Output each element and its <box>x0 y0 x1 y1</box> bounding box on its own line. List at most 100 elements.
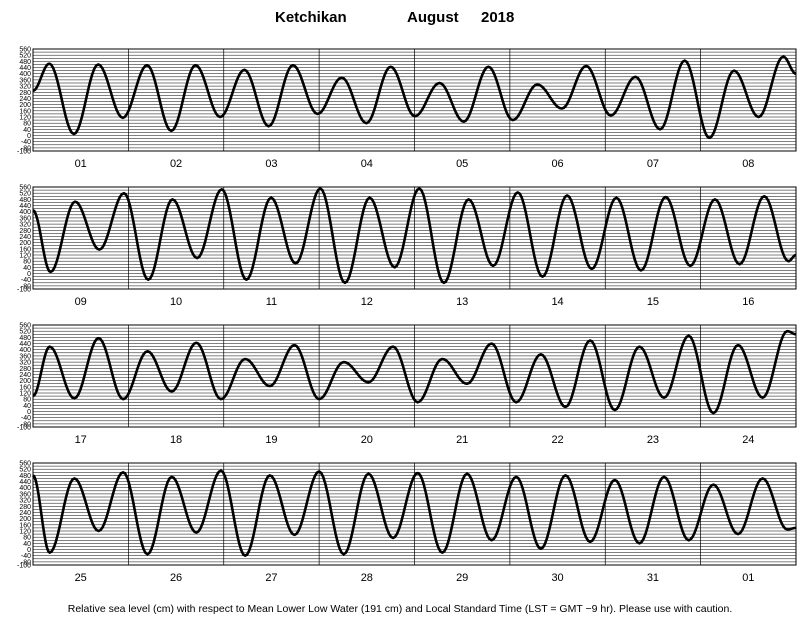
tide-panel: 5605204804404003603202802402001601208040… <box>17 461 797 584</box>
y-tick-label: -100 <box>17 149 31 156</box>
day-label: 01 <box>742 572 754 584</box>
chart-title-month: August <box>407 9 459 26</box>
y-tick-label: 160 <box>19 384 31 391</box>
day-label: 20 <box>361 434 373 446</box>
y-tick-label: 160 <box>19 246 31 253</box>
y-tick-label: 240 <box>19 510 31 517</box>
day-label: 11 <box>266 296 277 308</box>
day-label: 25 <box>75 572 87 584</box>
y-tick-label: 120 <box>19 529 31 536</box>
day-label: 02 <box>170 158 182 170</box>
chart-title-station: Ketchikan <box>275 9 347 26</box>
y-tick-label: 240 <box>19 372 31 379</box>
chart-title-year: 2018 <box>481 9 514 26</box>
day-label: 23 <box>647 434 659 446</box>
tide-panel: 5605204804404003603202802402001601208040… <box>17 323 797 446</box>
y-tick-label: 560 <box>19 185 31 192</box>
day-label: 08 <box>742 158 754 170</box>
y-tick-label: 200 <box>19 516 31 523</box>
day-label: 07 <box>647 158 659 170</box>
y-tick-label: 480 <box>19 473 31 480</box>
day-label: 06 <box>551 158 563 170</box>
day-label: 10 <box>170 296 182 308</box>
y-tick-label: 0 <box>27 547 31 554</box>
day-label: 01 <box>75 158 87 170</box>
panel-frame <box>32 48 797 152</box>
y-tick-label: -40 <box>21 277 31 284</box>
y-tick-label: -40 <box>21 415 31 422</box>
y-tick-label: 400 <box>19 71 31 78</box>
panel-frame <box>32 324 797 428</box>
y-tick-label: 40 <box>23 265 31 272</box>
y-tick-label: 320 <box>19 84 31 91</box>
tide-curve <box>32 55 797 140</box>
y-tick-label: 120 <box>19 115 31 122</box>
y-tick-label: 240 <box>19 96 31 103</box>
y-tick-label: 80 <box>23 535 31 542</box>
y-tick-label: 360 <box>19 77 31 84</box>
day-label: 17 <box>75 434 87 446</box>
y-tick-label: 0 <box>27 409 31 416</box>
day-label: 30 <box>551 572 563 584</box>
day-label: 14 <box>551 296 563 308</box>
y-tick-label: 280 <box>19 504 31 511</box>
y-tick-label: 400 <box>19 209 31 216</box>
y-tick-label: 200 <box>19 378 31 385</box>
y-tick-label: 480 <box>19 335 31 342</box>
y-tick-label: 400 <box>19 485 31 492</box>
y-tick-label: 360 <box>19 215 31 222</box>
y-tick-label: 120 <box>19 391 31 398</box>
y-tick-label: 40 <box>23 127 31 134</box>
day-label: 27 <box>265 572 277 584</box>
tide-panel: 5605204804404003603202802402001601208040… <box>17 185 797 308</box>
y-tick-label: 200 <box>19 102 31 109</box>
y-tick-label: 80 <box>23 397 31 404</box>
y-tick-label: 520 <box>19 467 31 474</box>
day-label: 28 <box>361 572 373 584</box>
day-label: 15 <box>647 296 659 308</box>
tide-panel: 5605204804404003603202802402001601208040… <box>17 47 797 170</box>
y-tick-label: -80 <box>21 283 31 290</box>
y-tick-label: 400 <box>19 347 31 354</box>
y-tick-label: 280 <box>19 366 31 373</box>
y-tick-label: 40 <box>23 403 31 410</box>
day-label: 24 <box>742 434 754 446</box>
day-label: 05 <box>456 158 468 170</box>
y-tick-label: 440 <box>19 341 31 348</box>
tide-curve <box>32 469 797 558</box>
y-tick-label: 40 <box>23 541 31 548</box>
y-tick-label: -100 <box>17 425 31 432</box>
day-label: 03 <box>265 158 277 170</box>
y-tick-label: 0 <box>27 133 31 140</box>
y-tick-label: 80 <box>23 259 31 266</box>
y-tick-label: -80 <box>21 145 31 152</box>
day-label: 29 <box>456 572 468 584</box>
tide-curve <box>32 329 797 415</box>
day-label: 31 <box>647 572 659 584</box>
y-tick-label: 320 <box>19 222 31 229</box>
y-tick-label: 480 <box>19 59 31 66</box>
day-label: 09 <box>75 296 87 308</box>
y-tick-label: -80 <box>21 559 31 566</box>
y-tick-label: 560 <box>19 47 31 54</box>
y-tick-label: -40 <box>21 553 31 560</box>
y-tick-label: 560 <box>19 461 31 468</box>
y-tick-label: 440 <box>19 65 31 72</box>
y-tick-label: 440 <box>19 203 31 210</box>
y-tick-label: 0 <box>27 271 31 278</box>
y-tick-label: -100 <box>17 287 31 294</box>
y-tick-label: 520 <box>19 191 31 198</box>
chart-footnote: Relative sea level (cm) with respect to … <box>68 603 733 615</box>
y-tick-label: 320 <box>19 360 31 367</box>
day-label: 04 <box>361 158 373 170</box>
day-label: 26 <box>170 572 182 584</box>
y-tick-label: 560 <box>19 323 31 330</box>
y-tick-label: 320 <box>19 498 31 505</box>
tide-curve <box>32 187 797 285</box>
y-tick-label: -80 <box>21 421 31 428</box>
y-tick-label: 200 <box>19 240 31 247</box>
y-tick-label: 440 <box>19 479 31 486</box>
day-label: 21 <box>456 434 468 446</box>
